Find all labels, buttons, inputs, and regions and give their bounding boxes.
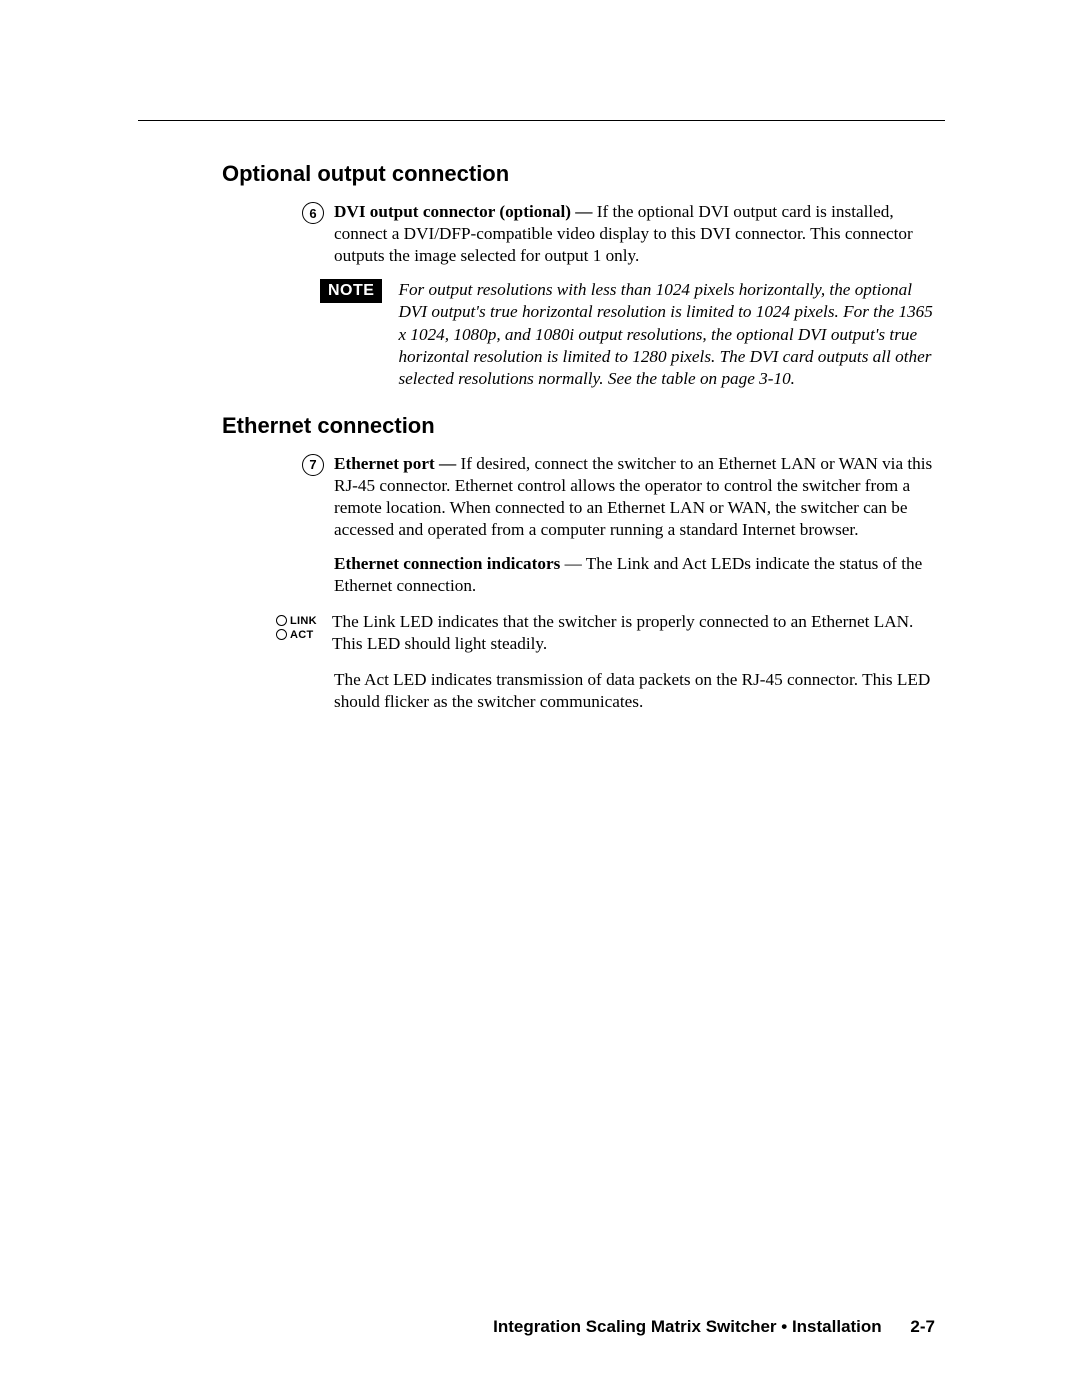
item-7-body: Ethernet port — If desired, connect the … (334, 453, 940, 541)
item-6-label: DVI output connector (optional) — (334, 202, 597, 221)
link-led-text: The Link LED indicates that the switcher… (332, 611, 940, 655)
heading-ethernet: Ethernet connection (222, 413, 940, 439)
link-led-circle-icon (276, 615, 287, 626)
footer: Integration Scaling Matrix Switcher • In… (493, 1317, 935, 1337)
item-7-row: 7 Ethernet port — If desired, connect th… (302, 453, 940, 541)
circled-7-icon: 7 (302, 454, 324, 476)
indicator-label: Ethernet connection indicators (334, 554, 560, 573)
note-text: For output resolutions with less than 10… (398, 279, 940, 391)
footer-title: Integration Scaling Matrix Switcher • In… (493, 1317, 882, 1336)
act-led-circle-icon (276, 629, 287, 640)
link-led-icon-line: LINK (276, 615, 332, 627)
circled-6-icon: 6 (302, 202, 324, 224)
act-led-text: The Act LED indicates transmission of da… (334, 669, 940, 713)
item-6-row: 6 DVI output connector (optional) — If t… (302, 201, 940, 267)
act-led-label: ACT (290, 629, 314, 641)
indicator-para: Ethernet connection indicators — The Lin… (334, 553, 940, 597)
top-rule (138, 120, 945, 121)
item-7-label: Ethernet port — (334, 454, 461, 473)
link-led-row: LINK ACT The Link LED indicates that the… (276, 611, 940, 655)
footer-page: 2-7 (910, 1317, 935, 1336)
note-badge: NOTE (320, 279, 382, 303)
link-led-label: LINK (290, 615, 317, 627)
note-row: NOTE For output resolutions with less th… (320, 279, 940, 391)
act-led-icon-line: ACT (276, 629, 332, 641)
led-icons: LINK ACT (276, 611, 332, 655)
heading-optional-output: Optional output connection (222, 161, 940, 187)
item-6-body: DVI output connector (optional) — If the… (334, 201, 940, 267)
